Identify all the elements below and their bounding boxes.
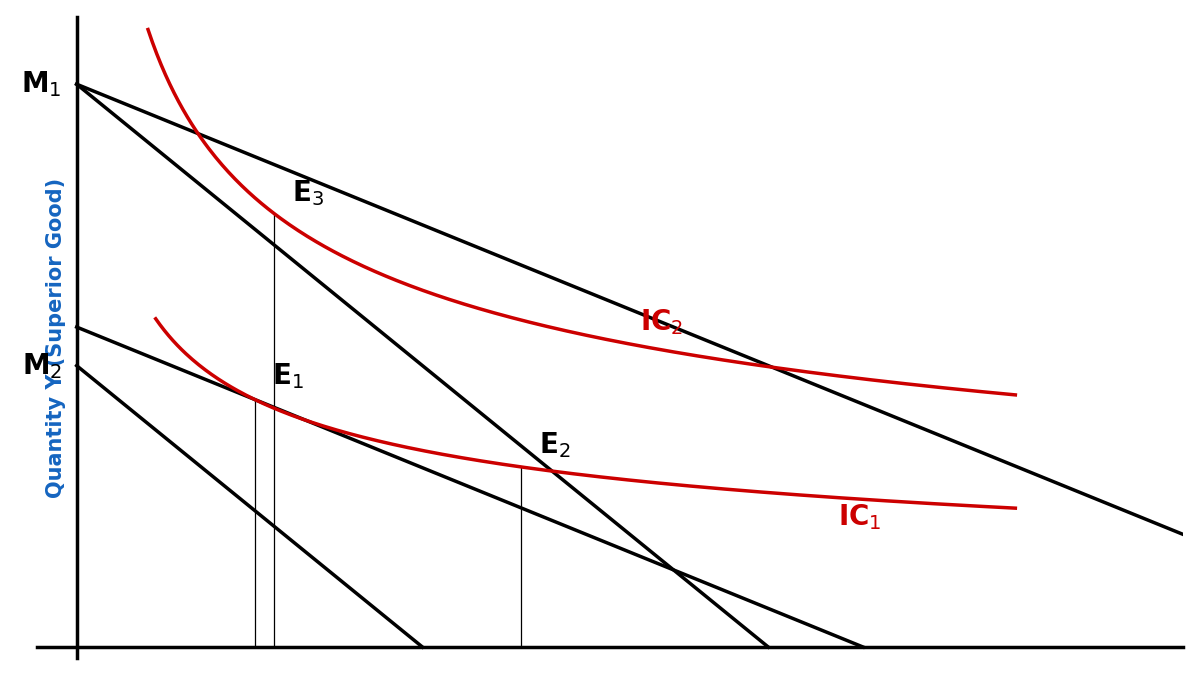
Text: IC$_2$: IC$_2$ bbox=[640, 306, 683, 337]
Text: E$_1$: E$_1$ bbox=[272, 361, 304, 391]
Text: E$_2$: E$_2$ bbox=[539, 431, 571, 460]
Y-axis label: Quantity Y (Superior Good): Quantity Y (Superior Good) bbox=[46, 178, 66, 497]
Text: M$_2$: M$_2$ bbox=[22, 351, 62, 381]
Text: M$_1$: M$_1$ bbox=[22, 70, 62, 99]
Text: IC$_1$: IC$_1$ bbox=[838, 502, 881, 532]
Text: E$_3$: E$_3$ bbox=[292, 178, 324, 208]
